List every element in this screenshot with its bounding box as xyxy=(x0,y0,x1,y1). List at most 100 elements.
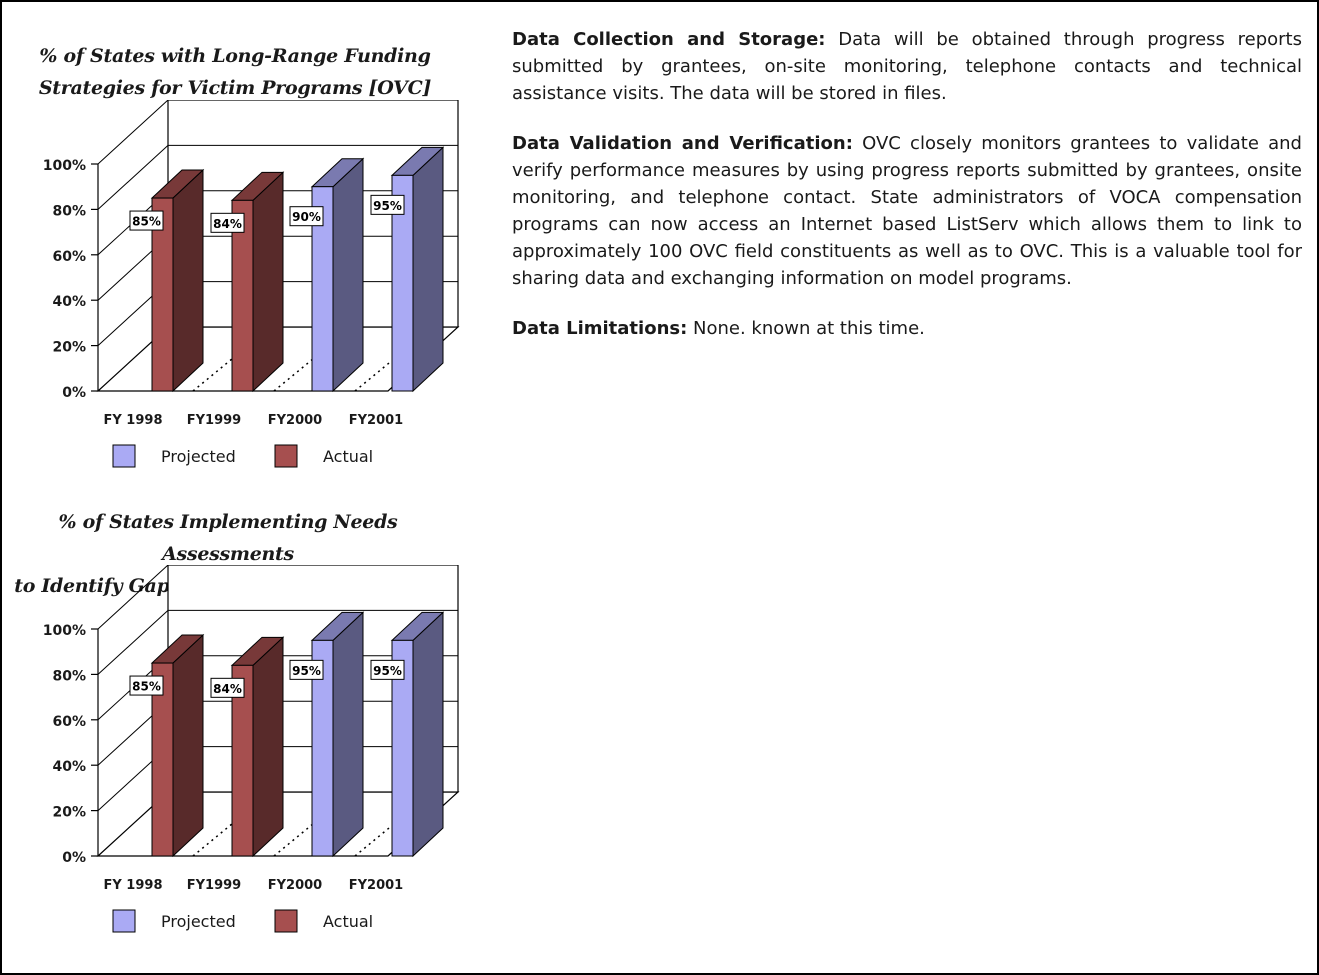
limitations-label: Data Limitations: xyxy=(512,318,688,339)
floor-separator xyxy=(192,353,239,392)
data-label-text: 85% xyxy=(132,215,161,229)
data-label-box xyxy=(210,677,245,698)
y-tick-label: 80% xyxy=(52,668,86,684)
data-label-text: 84% xyxy=(213,217,242,231)
legend-item-actual: Actual xyxy=(274,909,373,933)
x-tick-label: FY1999 xyxy=(187,878,241,893)
data-label: 84% xyxy=(210,677,245,698)
x-tick-label: FY2001 xyxy=(349,413,403,428)
data-label-box xyxy=(289,206,324,227)
x-tick-label: FY 1998 xyxy=(103,413,162,428)
x-tick-label: FY2001 xyxy=(349,878,403,893)
bar-fy1999 xyxy=(230,636,285,858)
data-label-text: 95% xyxy=(373,199,402,213)
bar-front xyxy=(151,197,174,392)
bar-front xyxy=(391,174,414,392)
data-label: 95% xyxy=(289,659,324,680)
bar-front xyxy=(151,662,174,857)
data-label-box xyxy=(370,194,405,215)
bar-fy2001 xyxy=(390,146,445,393)
chart-1-title-line-2: Strategies for Victim Programs [OVC] xyxy=(38,77,432,99)
gridline-diagonal xyxy=(97,565,169,630)
bar-front xyxy=(311,186,334,392)
x-tick-label: FY 1998 xyxy=(103,878,162,893)
x-tick-label: FY1999 xyxy=(187,413,241,428)
y-tick-label: 0% xyxy=(62,850,86,866)
chart-2: 0% 20% 40% 60% 80% 100% 85% 84% 95% 95% FY 1998 FY1… xyxy=(43,565,460,933)
data-label-text: 95% xyxy=(373,664,402,678)
y-tick-label: 80% xyxy=(52,203,86,219)
y-tick-label: 60% xyxy=(52,249,86,265)
data-label-text: 90% xyxy=(292,210,321,224)
legend-swatch xyxy=(112,444,136,468)
bar-side xyxy=(172,633,204,858)
limitations-body: None. known at this time. xyxy=(687,318,925,339)
legend-label: Actual xyxy=(323,447,373,466)
collection-label: Data Collection and Storage: xyxy=(512,29,826,50)
chart-1-title-line-1: % of States with Long-Range Funding xyxy=(39,45,431,67)
data-label-box xyxy=(129,210,164,231)
chart-1-title: % of States with Long-Range Funding Stra… xyxy=(15,40,455,104)
chart-1: 0% 20% 40% 60% 80% 100% 85% 84% 90% 95% FY 1998 FY1… xyxy=(43,100,460,468)
data-label: 95% xyxy=(370,194,405,215)
bar-side xyxy=(412,611,444,858)
data-label: 84% xyxy=(210,212,245,233)
chart-2-title-line-1: % of States Implementing Needs Assessmen… xyxy=(58,511,398,565)
data-label-box xyxy=(289,659,324,680)
data-label-text: 85% xyxy=(132,680,161,694)
data-label: 85% xyxy=(129,210,164,231)
legend-swatch xyxy=(112,909,136,933)
bar-front xyxy=(231,199,254,392)
data-label-box xyxy=(129,675,164,696)
limitations-paragraph: Data Limitations: None. known at this ti… xyxy=(512,315,1302,342)
bar-side xyxy=(332,611,364,858)
data-label-text: 95% xyxy=(292,664,321,678)
bar-fy2001 xyxy=(390,611,445,858)
bar-fy2000 xyxy=(310,157,365,393)
bar-side xyxy=(332,157,364,393)
bar-fy-1998 xyxy=(150,168,205,393)
legend-label: Actual xyxy=(323,912,373,931)
gridline-diagonal xyxy=(97,100,169,165)
x-tick-label: FY2000 xyxy=(268,878,322,893)
floor-separator xyxy=(192,818,239,857)
bar-side xyxy=(252,636,284,858)
bar-fy1999 xyxy=(230,171,285,393)
validation-paragraph: Data Validation and Verification: OVC cl… xyxy=(512,130,1302,292)
collection-paragraph: Data Collection and Storage: Data will b… xyxy=(512,26,1302,107)
y-tick-label: 100% xyxy=(43,623,86,639)
bar-front xyxy=(391,639,414,857)
y-tick-label: 40% xyxy=(52,294,86,310)
legend-swatch xyxy=(274,444,298,468)
legend-item-projected: Projected xyxy=(112,444,236,468)
y-tick-label: 20% xyxy=(52,805,86,821)
x-tick-label: FY2000 xyxy=(268,413,322,428)
data-label-box xyxy=(370,659,405,680)
bar-front xyxy=(231,664,254,857)
bar-side xyxy=(252,171,284,393)
bar-front xyxy=(311,639,334,857)
y-tick-label: 0% xyxy=(62,385,86,401)
gridline-diagonal xyxy=(97,610,169,675)
legend-label: Projected xyxy=(161,912,236,931)
legend-item-actual: Actual xyxy=(274,444,373,468)
y-tick-label: 20% xyxy=(52,340,86,356)
legend-item-projected: Projected xyxy=(112,909,236,933)
text-column: Data Collection and Storage: Data will b… xyxy=(512,26,1302,365)
y-tick-label: 60% xyxy=(52,714,86,730)
data-label-text: 84% xyxy=(213,682,242,696)
collection-body: Data will be obtained through progress r… xyxy=(512,29,1302,104)
y-tick-label: 100% xyxy=(43,158,86,174)
legend-swatch xyxy=(274,909,298,933)
bar-side xyxy=(412,146,444,393)
legend-label: Projected xyxy=(161,447,236,466)
validation-label: Data Validation and Verification: xyxy=(512,133,853,154)
y-tick-label: 40% xyxy=(52,759,86,775)
bar-side xyxy=(172,168,204,393)
validation-body: OVC closely monitors grantees to validat… xyxy=(512,133,1302,289)
bar-fy2000 xyxy=(310,611,365,858)
data-label: 85% xyxy=(129,675,164,696)
bar-fy-1998 xyxy=(150,633,205,858)
gridline-diagonal xyxy=(97,145,169,210)
data-label: 95% xyxy=(370,659,405,680)
